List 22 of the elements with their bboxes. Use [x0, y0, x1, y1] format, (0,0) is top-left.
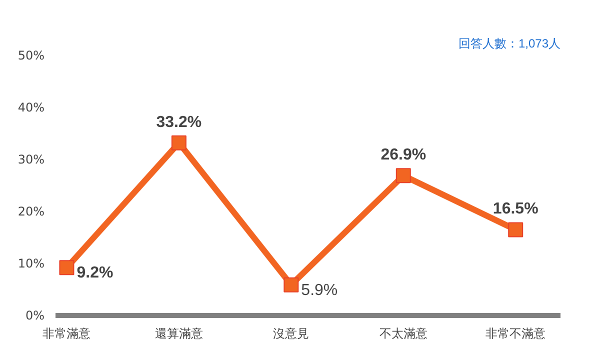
x-tick-label: 非常不滿意: [486, 326, 546, 340]
text: 5.9%: [301, 282, 338, 299]
y-tick-label: 0%: [25, 308, 45, 322]
x-tick-label: 非常滿意: [42, 326, 91, 340]
text: 16.5%: [492, 200, 538, 218]
y-tick-label: 30%: [18, 152, 44, 166]
text: 33.2%: [156, 114, 202, 131]
point: [59, 260, 74, 276]
text: 回答人數：1,073人: [458, 36, 560, 50]
point: [396, 168, 411, 184]
y-tick-label: 20%: [18, 204, 44, 218]
point: [171, 135, 186, 150]
y-tick-label: 10%: [18, 256, 44, 270]
point: [284, 277, 299, 292]
text: 9.2%: [76, 264, 114, 282]
y-tick-label: 50%: [18, 48, 44, 62]
x-tick-label: 沒意見: [273, 326, 310, 340]
x-tick-label: 還算滿意: [154, 326, 203, 340]
point: [508, 222, 524, 238]
x-tick-label: 不太滿意: [379, 326, 428, 340]
text: 26.9%: [380, 146, 426, 164]
y-tick-label: 40%: [18, 100, 44, 114]
